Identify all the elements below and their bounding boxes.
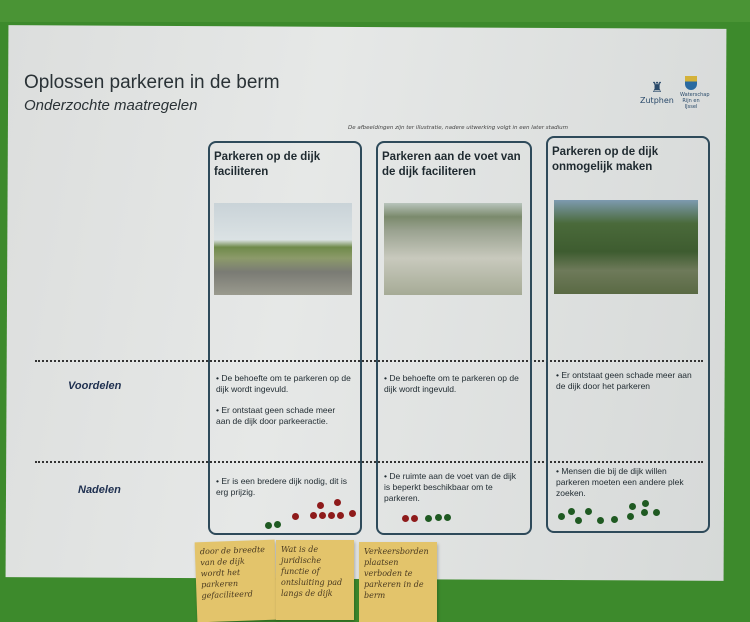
sticky-note: door de breedte van de dijk wordt het pa… [194, 539, 278, 622]
advantage-text: • De behoefte om te parkeren op de dijk … [216, 373, 351, 394]
vote-dot-red [310, 512, 317, 519]
column-title: Parkeren op de dijk faciliteren [214, 151, 321, 178]
green-wall [0, 0, 750, 22]
vote-dot-red [349, 510, 356, 517]
vote-dot-red [317, 502, 324, 509]
advantage-text: • Er ontstaat geen schade meer aan de di… [556, 370, 692, 391]
column-foot-parking: Parkeren aan de voet van de dijk facilit… [376, 141, 532, 535]
disadvantage-text: • De ruimte aan de voet van de dijk is b… [384, 471, 516, 503]
photo-grass-pavers [384, 203, 522, 295]
vote-dot-red [402, 515, 409, 522]
vote-dot-red [334, 499, 341, 506]
column-title: Parkeren aan de voet van de dijk facilit… [382, 151, 521, 178]
vote-dot-green [425, 515, 432, 522]
vote-dot-red [319, 512, 326, 519]
disadvantage-text: • Mensen die bij de dijk willen parkeren… [556, 466, 684, 498]
logo-text: Waterschap Rijn en IJssel [680, 92, 710, 110]
vote-dot-green [641, 509, 648, 516]
vote-dot-red [337, 512, 344, 519]
column-prevent-parking: Parkeren op de dijk onmogelijk maken • E… [546, 136, 710, 533]
shield-icon [685, 76, 697, 90]
logo-text: Zutphen [640, 96, 674, 105]
advantage-text: • De behoefte om te parkeren op de dijk … [384, 373, 519, 394]
poster-title: Oplossen parkeren in de berm [24, 72, 280, 93]
photo-dike-road [214, 203, 352, 295]
vote-dot-green [611, 516, 618, 523]
poster-subtitle: Onderzochte maatregelen [24, 97, 198, 114]
vote-dot-red [292, 513, 299, 520]
zutphen-logo: ♜ Zutphen [640, 80, 674, 105]
disadvantage-text: • Er is een bredere dijk nodig, dit is e… [216, 476, 348, 497]
vote-dot-green [653, 509, 660, 516]
vote-dot-green [274, 521, 281, 528]
vote-dot-green [585, 508, 592, 515]
waterschap-logo: Waterschap Rijn en IJssel [680, 76, 710, 110]
sticky-note: Wat is de juridische functie of ontsluit… [276, 540, 354, 620]
vote-dot-green [265, 522, 272, 529]
sticky-note: Verkeersborden plaatsen verboden te park… [359, 542, 437, 622]
vote-dot-green [597, 517, 604, 524]
vote-dot-green [627, 513, 634, 520]
row-label-disadvantages: Nadelen [78, 484, 121, 496]
column-title: Parkeren op de dijk onmogelijk maken [552, 146, 659, 173]
vote-dot-green [629, 503, 636, 510]
vote-dot-green [642, 500, 649, 507]
vote-dot-red [411, 515, 418, 522]
vote-dot-green [575, 517, 582, 524]
divider-advantages [35, 360, 703, 362]
row-label-advantages: Voordelen [68, 380, 122, 392]
divider-disadvantages [35, 461, 703, 463]
vote-dot-green [568, 508, 575, 515]
illustration-note: De afbeeldingen zijn ter illustratie, na… [348, 125, 568, 131]
photo-no-parking-signs [554, 200, 698, 294]
vote-dot-red [328, 512, 335, 519]
advantage-text: • Er ontstaat geen schade meer aan de di… [216, 405, 336, 426]
column-dike-parking: Parkeren op de dijk faciliteren • De beh… [208, 141, 362, 535]
vote-dot-green [558, 513, 565, 520]
vote-dot-green [444, 514, 451, 521]
vote-dot-green [435, 514, 442, 521]
